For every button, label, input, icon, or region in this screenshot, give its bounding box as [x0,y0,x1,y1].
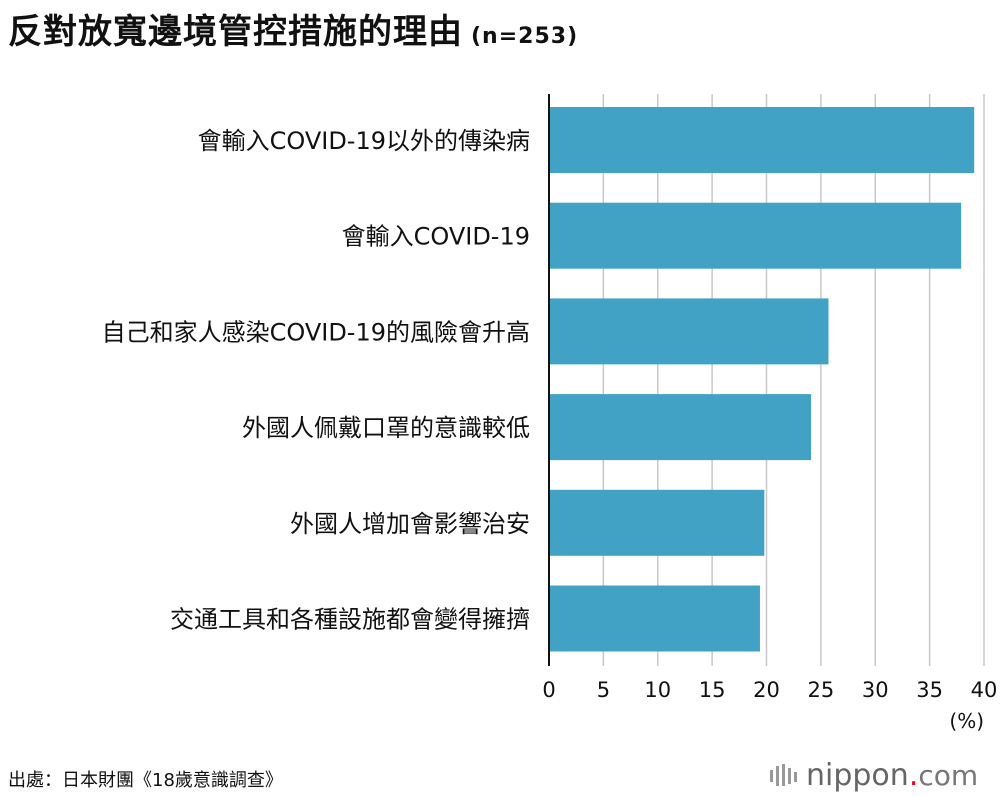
bar [549,298,829,365]
category-label: 外國人增加會影響治安 [290,510,530,538]
bar [549,202,962,269]
x-tick-label: 25 [808,678,835,702]
bar [549,107,975,173]
category-label: 會輸入COVID-19以外的傳染病 [198,127,530,155]
chart-title: 反對放寬邊境管控措施的理由 (n=253) [8,4,578,53]
bar [549,585,760,652]
x-tick-label: 20 [753,678,780,702]
bar [549,394,812,461]
logo-dot: . [908,758,919,793]
x-tick-label: 15 [699,678,726,702]
category-label: 交通工具和各種設施都會變得擁擠 [170,606,530,634]
logo-suffix: com [918,759,979,792]
bars [549,107,975,652]
logo-name: nippon [806,758,909,793]
nippon-logo[interactable]: nippon.com [770,758,978,793]
x-tick-label: 30 [862,678,889,702]
logo-bars-icon [770,764,797,786]
bar [549,489,765,556]
x-tick-label: 5 [597,678,610,702]
title-text: 反對放寬邊境管控措施的理由 [8,12,463,52]
grid-lines [602,94,985,666]
x-unit-label: (%) [949,709,984,733]
x-tick-label: 10 [644,678,671,702]
x-tick-label: 40 [971,678,998,702]
category-label: 外國人佩戴口罩的意識較低 [242,414,530,442]
category-label: 自己和家人感染COVID-19的風險會升高 [102,318,530,346]
x-tick-label: 35 [916,678,943,702]
source-note: 出處：日本財團《18歲意識調查》 [8,770,283,791]
category-label: 會輸入COVID-19 [342,223,530,251]
sample-size: (n=253) [471,24,579,49]
x-tick-labels: 0 5 10 15 20 25 30 35 40 [542,678,997,702]
x-tick-label: 0 [542,678,555,702]
